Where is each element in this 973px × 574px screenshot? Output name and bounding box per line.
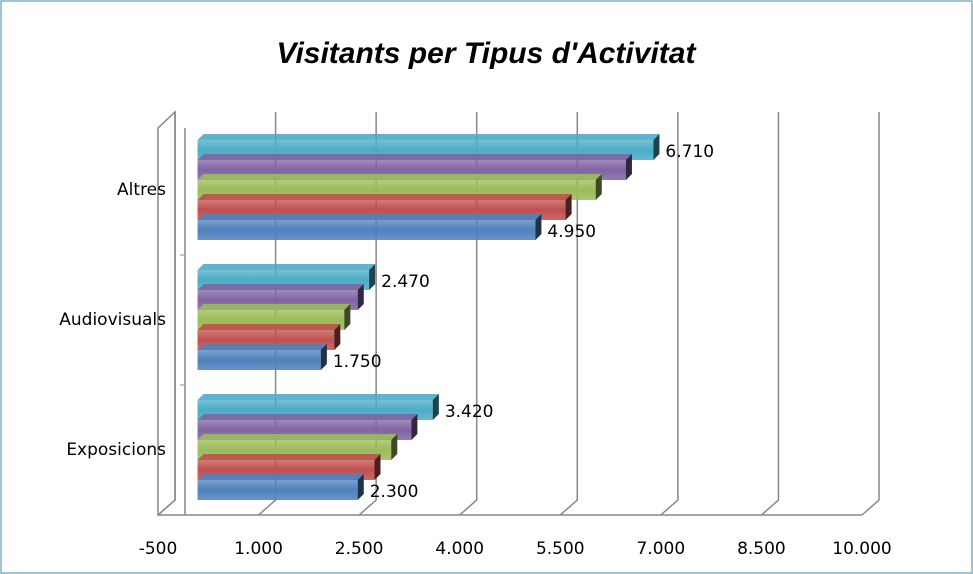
bar-side-shade — [535, 214, 542, 240]
bar — [197, 474, 364, 500]
bar-top — [197, 214, 542, 220]
data-label: 1.750 — [333, 352, 382, 372]
grid-line — [157, 112, 176, 516]
bar-side-shade — [374, 454, 381, 480]
bar-top — [197, 264, 376, 270]
bar-side — [357, 284, 364, 310]
bar-side — [653, 134, 660, 160]
bar-top — [197, 454, 381, 460]
bar-side — [565, 194, 572, 220]
chart-title: Visitants per Tipus d'Activitat — [277, 37, 698, 70]
bar-top — [197, 174, 602, 180]
bar-top — [197, 304, 351, 310]
bar-side-shade — [334, 324, 341, 350]
bar-top — [197, 284, 364, 290]
bar-side — [411, 414, 418, 440]
bar-top — [197, 414, 418, 420]
grid-line — [358, 112, 377, 516]
data-label: 3.420 — [445, 402, 494, 422]
grid-line — [559, 112, 579, 516]
bar — [197, 214, 542, 240]
bar-side-shade — [625, 154, 632, 180]
grid-line — [459, 112, 478, 516]
bar-top — [197, 434, 398, 440]
data-label: 4.950 — [547, 222, 596, 242]
x-tick-label: 4.000 — [435, 539, 484, 559]
bar-side-shade — [320, 344, 327, 370]
bar-side-shade — [432, 394, 439, 420]
x-tick-label: 10.000 — [832, 539, 891, 559]
bar-side-shade — [357, 474, 364, 500]
bar-side-shade — [653, 134, 660, 160]
grid-line — [760, 112, 780, 516]
bar-side-shade — [357, 284, 364, 310]
bar-top — [197, 154, 632, 160]
bar-side — [369, 264, 376, 290]
bar — [197, 344, 327, 370]
bar-side — [391, 434, 398, 460]
bar-top — [197, 394, 439, 400]
bar-side — [535, 214, 542, 240]
grid-line — [660, 112, 679, 516]
bar-side-shade — [595, 174, 602, 200]
x-tick-label: 2.500 — [335, 539, 384, 559]
bar-side-shade — [565, 194, 572, 220]
data-label: 2.300 — [370, 482, 419, 502]
bar-front — [197, 480, 358, 500]
bar-side — [595, 174, 602, 200]
y-tick-label: Audiovisuals — [59, 310, 166, 330]
y-tick-label: Exposicions — [66, 440, 166, 460]
data-label: 6.710 — [665, 142, 714, 162]
data-label: 2.470 — [381, 272, 430, 292]
x-tick-label: 1.000 — [234, 539, 283, 559]
bar-side — [432, 394, 439, 420]
bar-front — [197, 350, 321, 370]
grid-line — [861, 112, 880, 516]
x-tick-label: 5.500 — [536, 539, 585, 559]
bar-side — [334, 324, 341, 350]
bar-side — [320, 344, 327, 370]
bar-side — [344, 304, 351, 330]
bar-side-shade — [411, 414, 418, 440]
x-tick-label: 7.000 — [637, 539, 686, 559]
bar-side — [625, 154, 632, 180]
bar-front — [197, 220, 536, 240]
y-tick-label: Altres — [117, 180, 166, 200]
bar-side — [374, 454, 381, 480]
bar-top — [197, 324, 341, 330]
bar-side — [357, 474, 364, 500]
bar-top — [197, 194, 572, 200]
x-tick-label: 8.500 — [737, 539, 786, 559]
bar-top — [197, 474, 364, 480]
bar-side-shade — [344, 304, 351, 330]
bar-side-shade — [391, 434, 398, 460]
bar-side-shade — [369, 264, 376, 290]
bar-top — [197, 134, 660, 140]
x-tick-label: -500 — [139, 539, 178, 559]
bar-top — [197, 344, 327, 350]
